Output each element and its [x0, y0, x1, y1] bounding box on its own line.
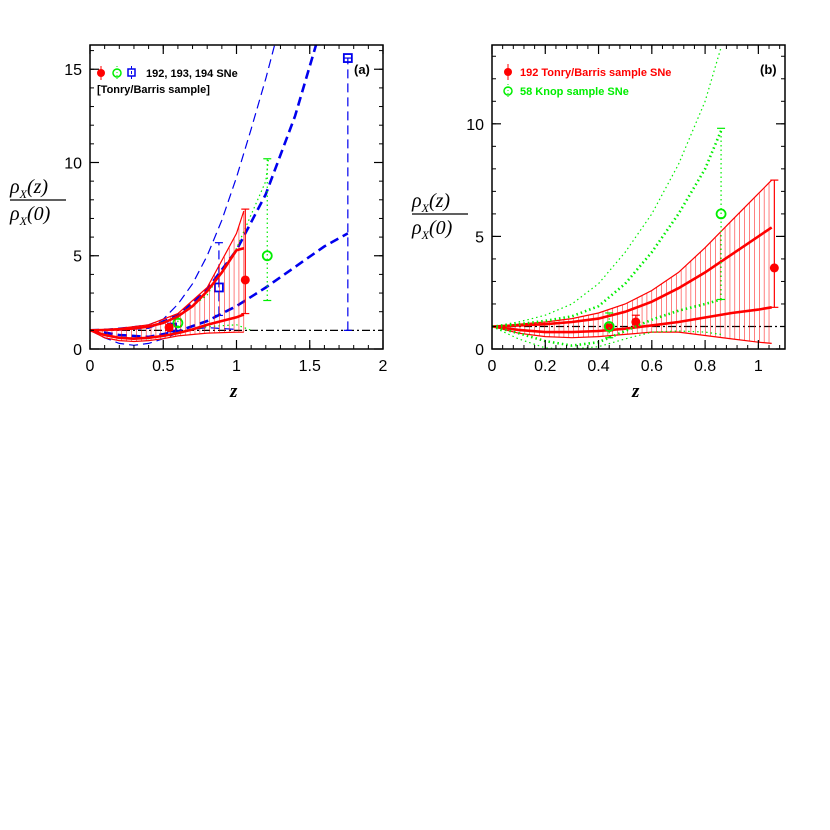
panel-b-ytick-label: 5 [475, 229, 484, 246]
panel-b-series-0-point [631, 317, 641, 327]
panel-a-ylabel-num: (z) [27, 176, 48, 198]
panel-a-ytick-label: 0 [73, 342, 82, 359]
svg-text:ρX(z): ρX(z) [9, 176, 48, 201]
panel-a-tag: (a) [354, 62, 370, 77]
panel-b-ylabel-den: (0) [429, 217, 453, 239]
panel-b-series-1-band-lower [492, 298, 722, 347]
legend-a-line2: [Tonry/Barris sample] [97, 84, 210, 96]
panel-b-series-1-band-upper [492, 130, 723, 328]
panel-a-xtick-label: 1.5 [299, 358, 321, 375]
panel-a-plot-area [90, 45, 383, 346]
panel-b-ylabel-sub: X [421, 201, 430, 215]
panel-a-xtick-label: 0.5 [152, 358, 174, 375]
panel-b-xlabel: z [631, 381, 640, 402]
panel-a-legend: 192, 193, 194 SNe [Tonry/Barris sample] [97, 66, 238, 96]
panel-b-series-0-band-upper [492, 226, 773, 328]
panel-b-xtick-label: 0.6 [641, 358, 663, 375]
svg-text:ρX(0): ρX(0) [9, 203, 51, 228]
panel-b-xtick-label: 0.4 [587, 358, 609, 375]
panel-b-ylabel-num: (z) [429, 190, 450, 212]
panel-b-xtick-label: 0 [488, 358, 497, 375]
panel-b-ytick-label: 0 [475, 342, 484, 359]
panel-b-ylabel-rho: ρ [411, 190, 422, 212]
legend-a-line1: 192, 193, 194 SNe [146, 68, 238, 80]
panel-b-tag: (b) [760, 62, 777, 77]
panel-a-xtick-label: 1 [232, 358, 241, 375]
legend-b-red-label: 192 Tonry/Barris sample SNe [520, 67, 671, 79]
panel-a-series-1-point [172, 317, 184, 329]
panel-a-series-2-outer-upper [90, 210, 245, 331]
panel-b-series-0-outer-upper [492, 179, 773, 328]
panel-a-ytick-label: 15 [64, 62, 82, 79]
panel-b-ytick-label: 10 [466, 117, 484, 134]
panel-a-series-0-point [342, 53, 353, 63]
panel-a-ylabel-rho-den: ρ [9, 203, 20, 225]
panel-a-series-2-point [164, 323, 174, 333]
panel-a-series-0-point [214, 282, 224, 293]
panel-a-ticks: 0 0.5 1 1.5 2 0 5 10 15 [64, 45, 388, 375]
panel-a-series-1-band-upper-outer [90, 156, 270, 331]
panel-a-ytick-label: 10 [64, 155, 82, 172]
panel-a-xtick-label: 2 [379, 358, 388, 375]
panel-a-ylabel-rho: ρ [9, 176, 20, 198]
panel-b-xtick-label: 0.8 [694, 358, 716, 375]
panel-b-xtick-label: 1 [754, 358, 763, 375]
panel-a-series-1-point [261, 250, 273, 262]
panel-b-series-0-outer-lower [492, 325, 772, 344]
legend-b-green-label: 58 Knop sample SNe [520, 86, 629, 98]
panel-b-ylabel-sub-den: X [421, 228, 430, 242]
panel-a-ylabel-den: (0) [27, 203, 51, 225]
panel-a-xtick-label: 0 [86, 358, 95, 375]
panel-a-ylabel: ρX(z) ρX(0) [9, 176, 66, 228]
svg-text:ρX(0): ρX(0) [411, 217, 453, 242]
panel-b-series-1-point [603, 321, 615, 332]
panel-a-series-0-band-lower-inner [90, 232, 349, 339]
panel-b-series-1-outer-upper [492, 47, 722, 328]
panel-a-series-1-band-lower-outer [90, 324, 252, 340]
panel-a-series-2-band-lower [90, 313, 245, 341]
panel-a: 0 0.5 1 1.5 2 0 5 10 15 (a) 192, 193, 194 SNe [T… [9, 44, 388, 402]
panel-b-series-0-point [769, 263, 779, 273]
panel-a-series-2-point [240, 275, 250, 285]
panel-b-legend: 192 Tonry/Barris sample SNe 58 Knop samp… [503, 64, 671, 98]
panel-a-series-2-outer-lower [90, 329, 244, 343]
panel-a-ylabel-sub-den: X [19, 214, 28, 228]
panel-a-xlabel: z [229, 381, 238, 402]
panel-b-ylabel: ρX(z) ρX(0) [411, 190, 468, 242]
panel-b-ylabel-rho-den: ρ [411, 217, 422, 239]
panel-a-ylabel-sub: X [19, 187, 28, 201]
panel-a-series-2-band-upper [90, 247, 245, 332]
panel-a-ytick-label: 5 [73, 249, 82, 266]
panel-b-plot-area [492, 47, 785, 349]
panel-b-xtick-label: 0.2 [534, 358, 556, 375]
panel-b-frame [491, 44, 786, 350]
svg-text:ρX(z): ρX(z) [411, 190, 450, 215]
panel-b-series-1-point [715, 208, 727, 220]
